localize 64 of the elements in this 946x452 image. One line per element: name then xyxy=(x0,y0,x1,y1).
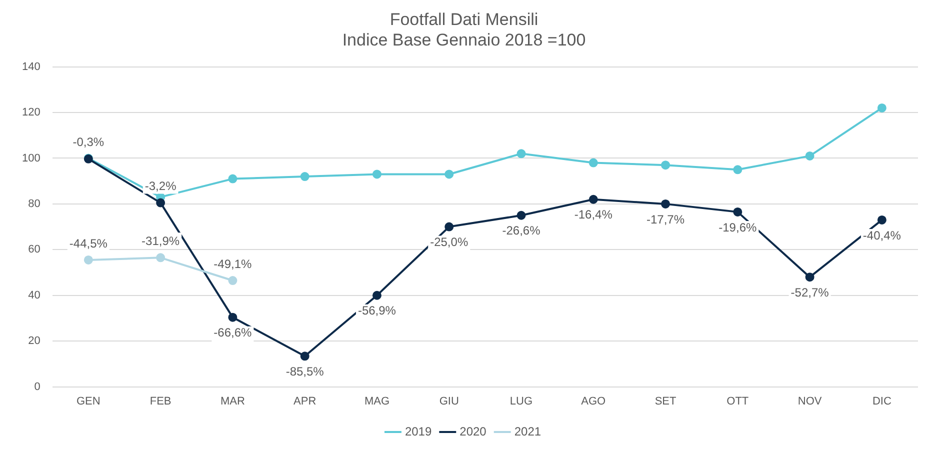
point xyxy=(300,172,310,182)
annotation: -3,2% xyxy=(144,179,177,194)
annotation: -0,3% xyxy=(72,135,104,150)
x-tick-label: SET xyxy=(654,395,676,408)
point xyxy=(372,290,382,300)
point xyxy=(156,198,166,208)
y-tick-label: 20 xyxy=(28,335,40,348)
point xyxy=(588,194,598,204)
point xyxy=(372,170,382,179)
text: Footfall Dati Mensili xyxy=(390,10,538,29)
annotation: -31,9% xyxy=(142,234,180,248)
annotation: -85,5% xyxy=(286,364,324,378)
point xyxy=(661,160,670,170)
point xyxy=(300,352,310,361)
point xyxy=(661,199,670,208)
y-tick-label: 80 xyxy=(28,198,40,210)
point xyxy=(877,215,886,224)
point xyxy=(516,149,526,158)
y-tick-label: 140 xyxy=(22,60,40,73)
point xyxy=(228,276,238,286)
point xyxy=(805,272,814,282)
legend-label: 2019 xyxy=(404,424,432,438)
annotation: -40,4% xyxy=(862,228,902,242)
x-tick-label: FEB xyxy=(150,395,172,408)
annotation: -49,1% xyxy=(214,256,252,271)
text: Indice Base Gennaio 2018 =100 xyxy=(342,30,586,50)
x-tick-label: AGO xyxy=(581,395,606,408)
x-tick-label: APR xyxy=(294,395,316,408)
annotation: -52,7% xyxy=(790,285,830,300)
y-tick-label: 100 xyxy=(22,152,40,164)
x-tick-label: MAG xyxy=(364,395,390,408)
x-tick-label: OTT xyxy=(726,395,749,408)
annotation: -66,6% xyxy=(214,326,252,340)
point xyxy=(805,151,814,160)
x-tick-label: GIU xyxy=(439,395,459,408)
annotation: -56,9% xyxy=(358,304,396,318)
point xyxy=(228,174,238,184)
point xyxy=(733,165,742,174)
point xyxy=(228,312,238,322)
legend-label: 2020 xyxy=(460,424,487,438)
y-tick-label: 40 xyxy=(28,289,40,302)
x-tick-label: NOV xyxy=(798,395,822,408)
annotation: -16,4% xyxy=(574,208,613,222)
annotation: -26,6% xyxy=(502,224,541,238)
x-tick-label: DIC xyxy=(872,395,892,408)
y-tick-label: 60 xyxy=(28,244,40,256)
annotation: -19,6% xyxy=(718,220,757,234)
annotation: -17,7% xyxy=(646,212,685,226)
annotation: -25,0% xyxy=(430,235,468,250)
point xyxy=(444,222,454,232)
annotation: -44,5% xyxy=(69,236,108,250)
x-tick-label: MAR xyxy=(220,395,245,408)
point xyxy=(588,158,598,168)
y-tick-label: 120 xyxy=(22,106,40,119)
point xyxy=(156,253,166,262)
point xyxy=(733,207,742,216)
point xyxy=(444,170,454,179)
x-tick-label: LUG xyxy=(510,395,533,408)
x-tick-label: GEN xyxy=(76,395,100,408)
legend-label: 2021 xyxy=(514,424,542,438)
point xyxy=(516,210,526,220)
point xyxy=(84,255,93,264)
y-tick-label: 0 xyxy=(34,380,40,393)
point xyxy=(877,103,886,112)
